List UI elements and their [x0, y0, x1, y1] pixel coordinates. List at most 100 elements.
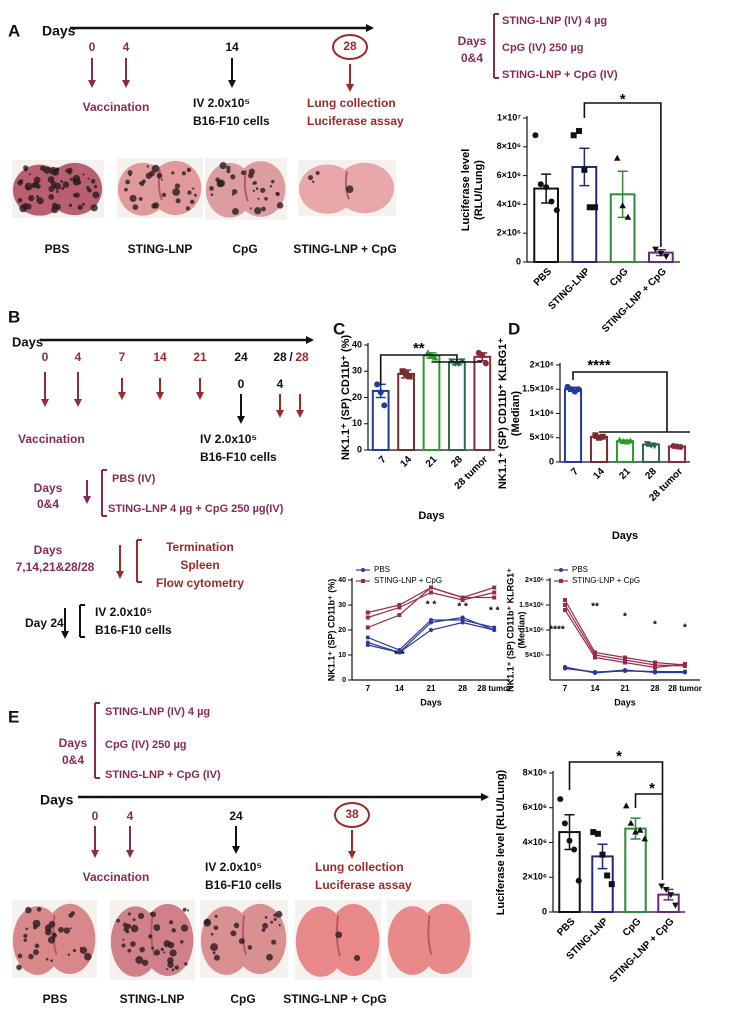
- lung-spot: [169, 920, 174, 925]
- lung-spot: [60, 180, 64, 183]
- x-axis-label: Days: [614, 697, 636, 707]
- image-caption: STING-LNP + CpG: [283, 992, 386, 1006]
- lung-spot: [186, 167, 192, 173]
- image-caption: PBS: [43, 992, 68, 1006]
- event-label: B16-F10 cells: [200, 450, 277, 464]
- data-point: [570, 132, 577, 139]
- lung-spot: [70, 911, 76, 916]
- significance-label: *: [616, 748, 622, 765]
- timeline-axis: Days: [40, 792, 74, 808]
- lung-spot: [48, 920, 56, 928]
- lung-spot: [255, 187, 259, 190]
- lung-spot: [175, 198, 181, 204]
- bracket: [136, 539, 142, 583]
- lung-spot: [226, 165, 231, 170]
- panel-label: D: [508, 319, 520, 338]
- lung-spot: [48, 185, 55, 193]
- data-point: [592, 432, 599, 439]
- day-separator: /: [289, 350, 293, 364]
- lung-spot: [153, 924, 161, 931]
- lung-spot: [226, 169, 231, 174]
- legend-item: STING-LNP (IV) 4 µg: [105, 706, 210, 718]
- lung-hilum: [241, 915, 247, 955]
- lung-spot: [50, 959, 53, 963]
- day-highlight: [334, 802, 370, 828]
- day-label: 24: [234, 350, 248, 364]
- x-axis-label: Days: [612, 530, 638, 542]
- data-point: [623, 668, 627, 673]
- legend-days: 0&4: [461, 51, 483, 65]
- day-label: 28: [273, 350, 287, 364]
- lung-spot: [247, 945, 253, 950]
- y-axis-label: Luciferase level: [460, 149, 472, 232]
- data-point: [403, 370, 410, 377]
- day-sublabel: 0: [238, 377, 245, 391]
- lung-spot: [132, 918, 136, 922]
- lung-lobe: [44, 903, 96, 975]
- lung-spot: [166, 968, 169, 971]
- lung-spot: [25, 906, 32, 914]
- timeline-axis: Days: [12, 334, 43, 349]
- lung-spot: [311, 180, 315, 183]
- lung-spot: [135, 956, 144, 964]
- lung-spot: [335, 931, 343, 939]
- significance-bracket: [572, 371, 690, 433]
- x-tick-label: 21: [621, 684, 630, 693]
- lung-spot: [240, 170, 246, 176]
- y-tick-label: 0: [516, 256, 521, 266]
- lung-hilum: [335, 915, 341, 957]
- data-point: [596, 434, 602, 441]
- data-point: [653, 670, 657, 674]
- lung-spot: [55, 190, 59, 194]
- event-label: Lung collection: [307, 96, 396, 110]
- legend-marker: [361, 579, 365, 583]
- y-axis-label: NK1.1⁺ (SP) CD11b⁺ (%): [340, 335, 352, 461]
- bracket: [493, 13, 499, 79]
- data-point: [563, 665, 567, 669]
- event-label: Luciferase assay: [315, 878, 412, 892]
- lung-spot: [121, 943, 126, 948]
- lung-spot: [264, 915, 268, 919]
- y-tick-label: 2×10⁶: [530, 359, 554, 369]
- data-point: [683, 669, 687, 674]
- y-tick-label: 2×10⁶: [525, 577, 544, 584]
- lung-spot: [34, 943, 40, 949]
- event-label: IV 2.0x10⁵: [200, 432, 257, 446]
- data-point: [576, 127, 583, 134]
- lung-spot: [44, 928, 52, 936]
- data-point: [563, 598, 567, 602]
- lung-spot: [79, 947, 82, 950]
- y-tick-label: 5×10⁵: [530, 432, 555, 442]
- lung-spot: [262, 922, 269, 929]
- data-point: [594, 830, 601, 837]
- day-label: 0: [89, 40, 96, 54]
- lung-spot: [233, 922, 240, 929]
- lung-lobe: [327, 904, 380, 976]
- y-axis-label: (RLU/Lung): [473, 160, 485, 220]
- lung-spot: [32, 919, 41, 928]
- lung-spot: [65, 168, 70, 173]
- day-label: 38: [345, 807, 359, 821]
- lung-spot: [156, 172, 163, 179]
- lung-spot: [266, 953, 273, 961]
- y-tick-label: 10: [338, 652, 346, 659]
- data-point: [429, 628, 433, 632]
- data-point: [429, 620, 433, 625]
- lung-spot: [151, 164, 160, 173]
- event-label: Luciferase assay: [307, 114, 404, 128]
- legend-item: CpG (IV) 250 µg: [105, 739, 187, 751]
- data-point: [365, 640, 370, 645]
- lung-spot: [270, 920, 274, 924]
- data-point: [397, 613, 402, 617]
- lung-spot: [72, 948, 77, 953]
- data-point: [492, 595, 497, 600]
- lung-spot: [126, 923, 132, 929]
- lung-spot: [72, 193, 77, 197]
- significance-label: * *: [457, 602, 468, 613]
- lung-spot: [180, 940, 184, 944]
- data-point: [623, 658, 627, 662]
- data-point: [575, 386, 582, 393]
- lung-spot: [48, 194, 55, 200]
- data-point: [374, 381, 381, 388]
